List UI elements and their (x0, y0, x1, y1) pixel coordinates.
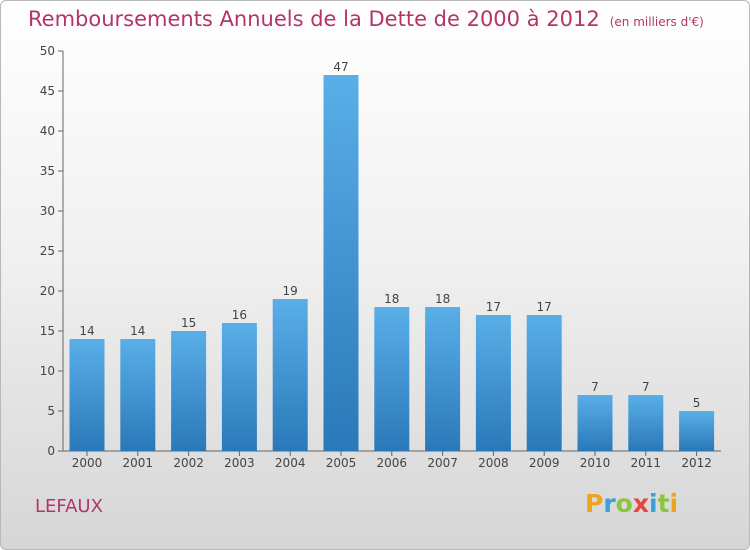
data-label: 18 (384, 292, 399, 306)
x-tick-label: 2010 (580, 456, 611, 470)
commune-name: LEFAUX (35, 496, 103, 517)
y-tick-label: 35 (40, 164, 55, 178)
bar (323, 75, 359, 451)
bar (272, 299, 308, 451)
y-tick-label: 30 (40, 204, 55, 218)
data-label: 7 (642, 380, 650, 394)
x-tick-label: 2009 (529, 456, 560, 470)
x-tick-label: 2006 (377, 456, 408, 470)
bar (221, 323, 257, 451)
y-tick-label: 45 (40, 84, 55, 98)
data-label: 5 (693, 396, 701, 410)
data-label: 7 (591, 380, 599, 394)
bar (120, 339, 156, 451)
data-label: 17 (486, 300, 501, 314)
y-tick-label: 0 (47, 444, 55, 458)
bar (577, 395, 613, 451)
y-tick-label: 40 (40, 124, 55, 138)
x-tick-label: 2001 (123, 456, 154, 470)
data-label: 15 (181, 316, 196, 330)
data-label: 14 (79, 324, 94, 338)
x-tick-label: 2007 (427, 456, 458, 470)
data-label: 17 (537, 300, 552, 314)
bar (171, 331, 207, 451)
x-tick-label: 2005 (326, 456, 357, 470)
x-tick-label: 2003 (224, 456, 255, 470)
bar (679, 411, 715, 451)
logo-letter: i (649, 489, 658, 518)
logo-letter: x (632, 489, 649, 518)
proxiti-logo: Proxiti (585, 489, 678, 518)
bar (475, 315, 511, 451)
logo-letter: t (657, 489, 670, 518)
logo-letter: r (603, 489, 616, 518)
logo-letter: i (669, 489, 679, 518)
x-tick-label: 2004 (275, 456, 306, 470)
data-label: 47 (333, 60, 348, 74)
bar (374, 307, 410, 451)
y-tick-label: 5 (47, 404, 55, 418)
data-label: 14 (130, 324, 145, 338)
bar (526, 315, 562, 451)
x-tick-label: 2002 (173, 456, 204, 470)
data-label: 16 (232, 308, 247, 322)
x-tick-label: 2012 (681, 456, 712, 470)
y-tick-label: 15 (40, 324, 55, 338)
bar-chart: 0 5 10 15 20 25 30 35 40 45 50 2000 2001 2002 2003 2004… (40, 44, 721, 470)
x-tick-label: 2008 (478, 456, 509, 470)
bar (628, 395, 664, 451)
bar (69, 339, 105, 451)
x-tick-label: 2000 (72, 456, 103, 470)
bar (425, 307, 461, 451)
logo-letter: o (615, 489, 633, 518)
y-tick-label: 50 (40, 44, 55, 58)
chart-subtitle: (en milliers d'€) (609, 15, 704, 29)
data-label: 19 (283, 284, 298, 298)
axes: 0 5 10 15 20 25 30 35 40 45 50 2000 2001 2002 2003 2004… (40, 44, 721, 470)
x-tick-label: 2011 (631, 456, 662, 470)
y-tick-label: 20 (40, 284, 55, 298)
y-tick-label: 25 (40, 244, 55, 258)
data-label: 18 (435, 292, 450, 306)
chart-title-main: Remboursements Annuels de la Dette de 20… (28, 7, 600, 31)
chart-title: Remboursements Annuels de la Dette de 20… (28, 7, 704, 31)
bars: 14 14 15 16 19 47 18 18 17 17 7 7 5 (69, 60, 715, 451)
y-tick-label: 10 (40, 364, 55, 378)
logo-letter: P (585, 489, 604, 518)
